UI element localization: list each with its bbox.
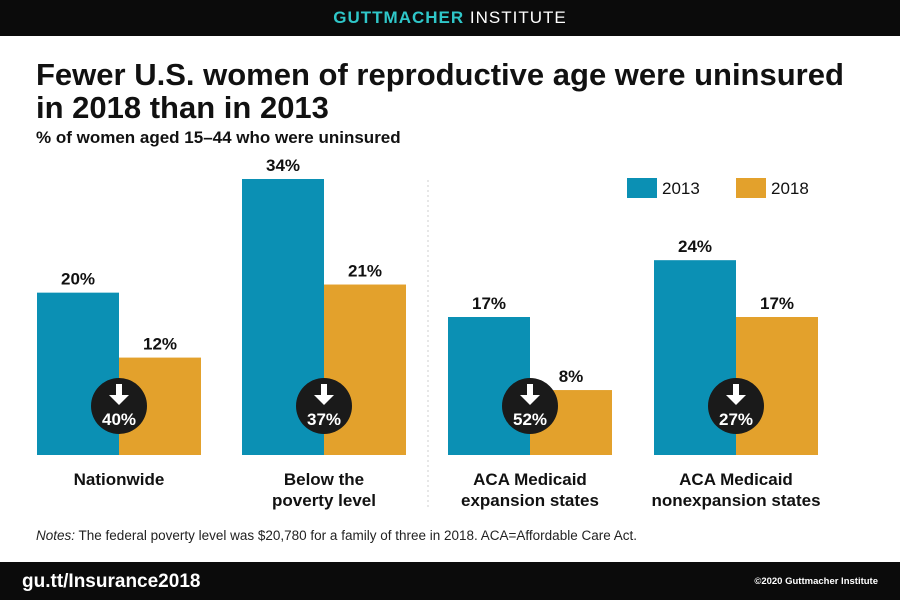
data-label-2018: 8% bbox=[559, 367, 584, 386]
down-arrow-head-icon bbox=[109, 395, 129, 405]
category-label: poverty level bbox=[272, 491, 376, 510]
bar-chart: 2013 2018 20% 12% 40% Nationwide 34% 21% 37% Belo… bbox=[37, 156, 821, 510]
brand-bold: GUTTMACHER bbox=[333, 8, 465, 27]
header-bar bbox=[0, 0, 900, 36]
decrease-label: 40% bbox=[102, 410, 136, 429]
notes-text: The federal poverty level was $20,780 fo… bbox=[75, 528, 637, 543]
decrease-badge bbox=[502, 378, 558, 434]
chart-subtitle: % of women aged 15–44 who were uninsured bbox=[36, 128, 401, 147]
data-label-2018: 21% bbox=[348, 262, 382, 281]
data-label-2013: 24% bbox=[678, 237, 712, 256]
decrease-badge bbox=[91, 378, 147, 434]
legend-label-2013: 2013 bbox=[662, 179, 700, 198]
down-arrow-icon bbox=[527, 384, 533, 396]
footer-bar bbox=[0, 562, 900, 600]
down-arrow-icon bbox=[116, 384, 122, 396]
decrease-label: 52% bbox=[513, 410, 547, 429]
down-arrow-icon bbox=[733, 384, 739, 396]
chart-title: Fewer U.S. women of reproductive age wer… bbox=[36, 57, 844, 125]
category-label: nonexpansion states bbox=[651, 491, 820, 510]
data-label-2018: 17% bbox=[760, 294, 794, 313]
data-label-2013: 34% bbox=[266, 156, 300, 175]
category-label: Below the bbox=[284, 470, 364, 489]
brand-logo: GUTTMACHER INSTITUTE bbox=[0, 0, 900, 36]
data-label-2013: 17% bbox=[472, 294, 506, 313]
category-label: ACA Medicaid bbox=[473, 470, 587, 489]
brand-regular: INSTITUTE bbox=[464, 8, 567, 27]
data-label-2018: 12% bbox=[143, 335, 177, 354]
down-arrow-head-icon bbox=[726, 395, 746, 405]
category-label: expansion states bbox=[461, 491, 599, 510]
down-arrow-icon bbox=[321, 384, 327, 396]
data-label-2013: 20% bbox=[61, 270, 95, 289]
decrease-badge bbox=[296, 378, 352, 434]
notes-lead: Notes: bbox=[36, 528, 76, 543]
decrease-label: 37% bbox=[307, 410, 341, 429]
category-label: ACA Medicaid bbox=[679, 470, 793, 489]
footer-copyright: ©2020 Guttmacher Institute bbox=[754, 576, 878, 587]
footer-url[interactable]: gu.tt/Insurance2018 bbox=[22, 571, 201, 592]
legend-label-2018: 2018 bbox=[771, 179, 809, 198]
down-arrow-head-icon bbox=[520, 395, 540, 405]
decrease-badge bbox=[708, 378, 764, 434]
decrease-label: 27% bbox=[719, 410, 753, 429]
notes: Notes: The federal poverty level was $20… bbox=[36, 528, 637, 543]
down-arrow-head-icon bbox=[314, 395, 334, 405]
legend-swatch-2013 bbox=[627, 178, 657, 198]
legend-swatch-2018 bbox=[736, 178, 766, 198]
category-label: Nationwide bbox=[74, 470, 165, 489]
